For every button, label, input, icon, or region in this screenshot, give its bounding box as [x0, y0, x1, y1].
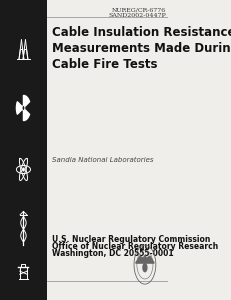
Text: U.S. Nuclear Regulatory Commission: U.S. Nuclear Regulatory Commission	[52, 236, 210, 244]
Circle shape	[23, 168, 24, 171]
Circle shape	[142, 263, 148, 272]
Text: Sandia National Laboratories: Sandia National Laboratories	[52, 158, 153, 164]
Circle shape	[143, 255, 147, 261]
Bar	[21, 264, 25, 267]
Text: Cable Insulation Resistance
Measurements Made During
Cable Fire Tests: Cable Insulation Resistance Measurements…	[52, 26, 231, 71]
Polygon shape	[136, 256, 154, 263]
Polygon shape	[24, 95, 30, 106]
Text: Washington, DC 20555-0001: Washington, DC 20555-0001	[52, 249, 173, 258]
Text: NUREG/CR-6776: NUREG/CR-6776	[112, 8, 166, 13]
Polygon shape	[24, 110, 30, 121]
Text: SAND2002-0447P: SAND2002-0447P	[108, 13, 166, 18]
Bar	[0, 0, 47, 300]
Circle shape	[22, 106, 25, 110]
Text: Office of Nuclear Regulatory Research: Office of Nuclear Regulatory Research	[52, 242, 218, 251]
Polygon shape	[16, 102, 22, 114]
